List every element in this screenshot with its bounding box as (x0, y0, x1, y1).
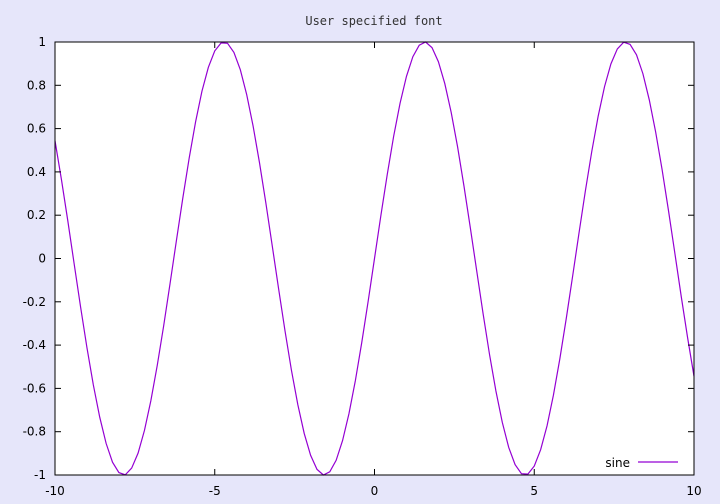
y-tick-label: 1 (38, 35, 46, 49)
x-tick-label: 10 (686, 484, 701, 498)
x-tick-label: 5 (530, 484, 538, 498)
y-tick-label: -0.8 (23, 425, 46, 439)
y-tick-label: -0.2 (23, 295, 46, 309)
y-tick-label: -0.6 (23, 381, 46, 395)
axis-ticks: -10 -5 0 5 10 1 0.8 0.6 0.4 0.2 0 -0.2 -0.4 -0.6 -0.8 -… (23, 35, 702, 498)
plot-area (54, 41, 695, 476)
series-line-sine (54, 41, 695, 476)
y-tick-label: 0.6 (27, 122, 46, 136)
chart-title: User specified font (305, 14, 442, 28)
y-tick-label: 0.4 (27, 165, 46, 179)
x-tick-label: 0 (371, 484, 379, 498)
y-tick-label: -1 (34, 468, 46, 482)
y-tick-label: 0 (38, 252, 46, 266)
y-tick-label: -0.4 (23, 338, 46, 352)
legend: sine (605, 456, 678, 470)
legend-label-sine: sine (605, 456, 630, 470)
y-tick-label: 0.8 (27, 78, 46, 92)
x-tick-label: -10 (45, 484, 65, 498)
x-tick-label: -5 (209, 484, 221, 498)
y-tick-label: 0.2 (27, 208, 46, 222)
